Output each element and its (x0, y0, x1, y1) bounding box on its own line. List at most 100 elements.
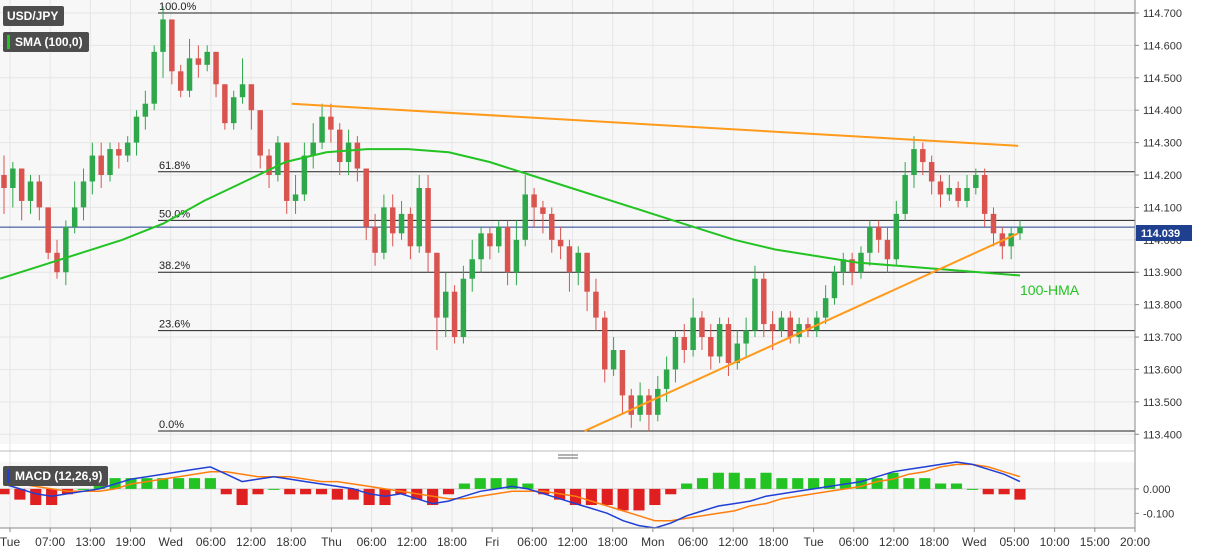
candle-up (831, 272, 838, 299)
candle-down (487, 233, 493, 247)
candle-up (151, 51, 157, 104)
candle-up (778, 317, 785, 331)
candle-down (566, 246, 573, 273)
candle-up (575, 252, 581, 273)
time-tick-label: 19:00 (116, 535, 146, 549)
candle-down (213, 51, 219, 85)
time-tick-label: 06:00 (517, 535, 547, 549)
macd-histogram-bar (220, 488, 232, 495)
candle-up (690, 317, 696, 351)
candle-down (531, 194, 537, 208)
macd-signal-line (3, 463, 1021, 522)
time-tick-label: 13:00 (75, 535, 105, 549)
candle-down (434, 252, 440, 318)
candle-up (10, 168, 16, 188)
candle-down (708, 337, 714, 357)
candle-down (425, 187, 431, 253)
candle-down (990, 213, 997, 234)
time-tick-label: Fri (485, 535, 499, 549)
symbol-tag[interactable]: USD/JPY (3, 6, 65, 26)
macd-histogram-bar (935, 483, 947, 489)
macd-histogram-bar (0, 488, 10, 495)
candle-up (496, 226, 502, 247)
candle-up (655, 388, 661, 415)
candle-down (177, 71, 184, 91)
macd-histogram-bar (966, 488, 978, 490)
candle-down (805, 324, 811, 331)
macd-tag[interactable]: MACD (12,26,9) (3, 466, 109, 486)
macd-histogram-bar (633, 488, 645, 511)
fib-level-label: 61.8% (159, 160, 190, 172)
macd-tick-label: -0.100 (1143, 508, 1174, 520)
time-tick-label: 18:00 (598, 535, 628, 549)
time-tick-label: Thu (321, 535, 342, 549)
candle-down (451, 291, 458, 338)
macd-histogram-bar (887, 472, 899, 489)
price-tick-label: 113.600 (1143, 364, 1182, 376)
macd-histogram-bar (681, 483, 693, 489)
candle-up (867, 226, 873, 253)
time-tick-label: 18:00 (758, 535, 788, 549)
candle-down (761, 278, 767, 325)
time-tick-label: 06:00 (196, 535, 226, 549)
last-price-tag: 114.039 (1136, 225, 1192, 241)
macd-histogram-bar (458, 483, 470, 489)
candle-up (27, 181, 34, 201)
macd-histogram-bar (823, 478, 836, 489)
candle-up (911, 149, 917, 176)
candle-up (204, 51, 210, 65)
macd-histogram-bar (744, 478, 756, 489)
candle-up (89, 155, 96, 182)
macd-tick-label: 0.000 (1143, 484, 1171, 496)
candle-up (63, 226, 69, 273)
time-tick-label: 06:00 (357, 535, 387, 549)
candle-down (169, 19, 175, 72)
macd-histogram-bar (696, 478, 709, 489)
macd-histogram-bar (268, 488, 280, 490)
fibonacci-levels: 100.0% 61.8% 50.0% 38.2% 23.6% 0.0% (0, 1, 1135, 432)
macd-histogram-bar (903, 478, 915, 489)
symbol-label: USD/JPY (7, 9, 59, 23)
candle-up (142, 103, 149, 117)
candle-down (18, 168, 25, 201)
last-price-value: 114.039 (1141, 228, 1180, 240)
macd-histogram-bar (998, 488, 1010, 495)
candle-up (319, 116, 325, 143)
candle-down (549, 213, 555, 240)
candle-down (628, 395, 635, 415)
price-tick-label: 113.500 (1143, 397, 1182, 409)
time-tick-label: 18:00 (437, 535, 467, 549)
hma-100-line (0, 148, 1021, 280)
candle-up (522, 194, 528, 240)
candle-up (610, 350, 617, 370)
macd-histogram-bar (141, 478, 153, 489)
candle-down (875, 226, 882, 240)
macd-histogram-bar (252, 488, 264, 495)
candle-down (540, 207, 546, 214)
candle-up (796, 324, 802, 338)
fib-level-label: 50.0% (159, 208, 190, 220)
candle-down (98, 155, 104, 176)
candle-up (822, 298, 829, 318)
candle-up (71, 207, 78, 227)
candle-up (460, 278, 467, 338)
price-tick-label: 114.100 (1143, 202, 1182, 214)
macd-histogram-bar (808, 478, 820, 489)
macd-indicator (0, 461, 1135, 529)
macd-histogram-bar (871, 478, 883, 489)
time-tick-label: 06:00 (839, 535, 869, 549)
panel-resize-handle[interactable] (558, 454, 578, 459)
candle-down (593, 291, 599, 318)
candle-up (230, 97, 237, 124)
sma-swatch (7, 35, 10, 49)
price-tick-label: 114.500 (1143, 73, 1182, 85)
candle-down (257, 110, 263, 156)
candle-down (195, 58, 202, 65)
candle-down (45, 207, 51, 253)
price-tick-label: 114.400 (1143, 105, 1182, 117)
candle-down (248, 84, 255, 111)
sma-tag[interactable]: SMA (100,0) (3, 32, 89, 52)
candle-up (469, 259, 475, 279)
